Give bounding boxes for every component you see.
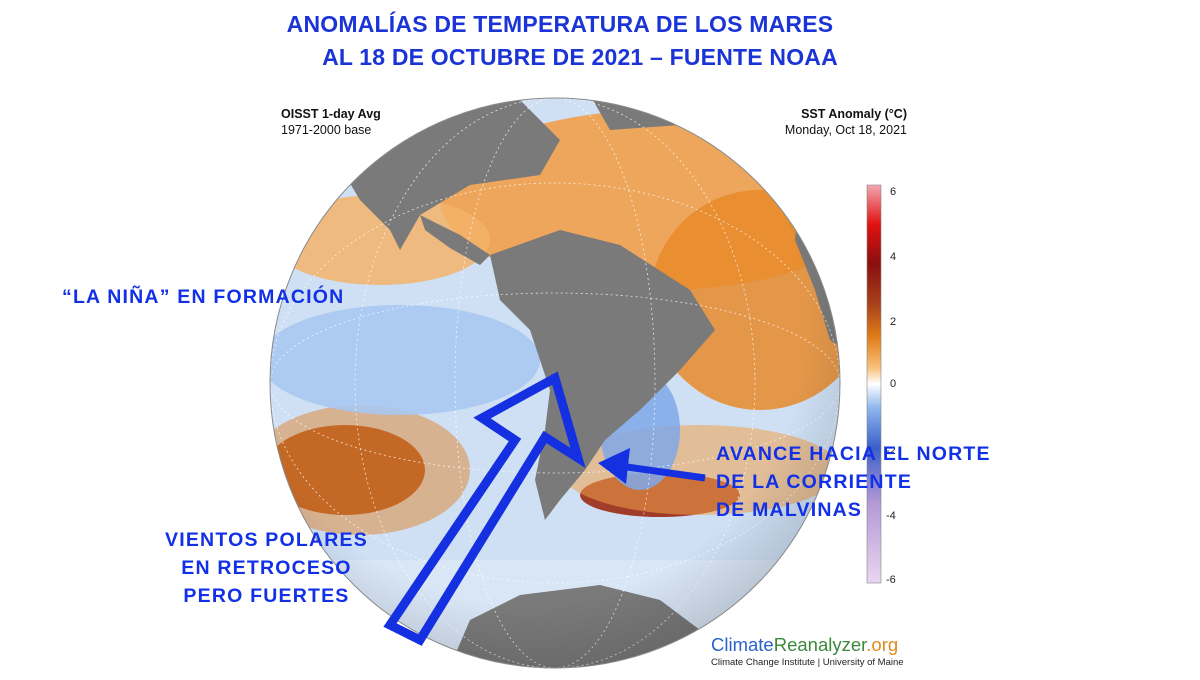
- globe-outline: [269, 97, 841, 669]
- brand-part-1: Climate: [711, 634, 774, 655]
- malvinas-arrow: [598, 448, 706, 484]
- anomaly-date: Monday, Oct 18, 2021: [784, 123, 907, 137]
- malvinas-line: DE MALVINAS: [716, 499, 863, 521]
- dataset-base: 1971-2000 base: [281, 123, 372, 137]
- anomaly-label: SST Anomaly (°C) Monday, Oct 18, 2021: [785, 106, 907, 138]
- colorbar-tick: -6: [886, 574, 896, 586]
- brand-part-2: Reanalyzer: [773, 634, 867, 655]
- brand-part-3: .org: [866, 634, 899, 655]
- malvinas-annotation: AVANCE HACIA EL NORTE DE LA CORRIENTE DE…: [716, 440, 991, 524]
- title-line-2: AL 18 DE OCTUBRE DE 2021 – FUENTE NOAA: [322, 44, 838, 70]
- colorbar-scale: [866, 184, 882, 584]
- brand-logo: ClimateReanalyzer.org: [711, 634, 898, 656]
- la-nina-annotation: “LA NIÑA” EN FORMACIÓN: [62, 286, 345, 308]
- title-line-1: ANOMALÍAS DE TEMPERATURA DE LOS MARES: [286, 11, 834, 37]
- colorbar-tick: -4: [886, 510, 896, 522]
- colorbar-tick: -2: [886, 445, 896, 457]
- colorbar-tick: 2: [890, 316, 897, 328]
- polar-winds-annotation: VIENTOS POLARES EN RETROCESO PERO FUERTE…: [165, 526, 368, 610]
- colorbar-tick: 0: [890, 378, 897, 390]
- dataset-label: OISST 1-day Avg 1971-2000 base: [281, 106, 381, 138]
- polar-winds-arrow: [383, 371, 586, 646]
- colorbar-tick: 6: [890, 186, 897, 198]
- malvinas-line: DE LA CORRIENTE: [716, 471, 913, 493]
- polar-winds-line: VIENTOS POLARES: [165, 529, 368, 551]
- polar-winds-line: PERO FUERTES: [183, 585, 350, 607]
- anomaly-title: SST Anomaly (°C): [801, 107, 907, 121]
- brand-subtitle: Climate Change Institute | University of…: [711, 657, 904, 668]
- polar-winds-line: EN RETROCESO: [181, 557, 352, 579]
- malvinas-line: AVANCE HACIA EL NORTE: [716, 443, 991, 465]
- colorbar-tick: 4: [890, 251, 897, 263]
- dataset-title: OISST 1-day Avg: [281, 107, 381, 121]
